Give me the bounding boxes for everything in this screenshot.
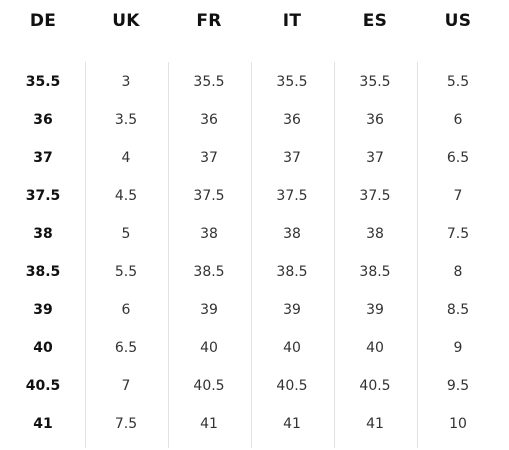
table-cell: 39	[283, 302, 301, 318]
table-cell: 37.5	[276, 188, 308, 204]
table-cell: 41	[366, 416, 384, 432]
table-cell: 4	[121, 150, 131, 166]
table-cell: 38.5	[193, 264, 225, 280]
table-cell: 36	[283, 112, 301, 128]
column-it: IT 35.5 36 37 37.5 38 38.5 39 40 40.5 41	[252, 0, 332, 450]
table-cell: 40	[33, 340, 53, 356]
column-header: UK	[112, 11, 140, 31]
table-cell: 7	[453, 188, 463, 204]
column-divider	[85, 62, 86, 448]
column-divider	[168, 62, 169, 448]
table-cell: 6	[121, 302, 131, 318]
table-cell: 38	[366, 226, 384, 242]
table-cell: 38.5	[359, 264, 391, 280]
table-cell: 38.5	[25, 264, 61, 280]
column-header: IT	[282, 11, 302, 31]
table-cell: 38	[200, 226, 218, 242]
column-de: DE 35.5 36 37 37.5 38 38.5 39 40 40.5 41	[3, 0, 83, 450]
table-cell: 10	[449, 416, 467, 432]
table-cell: 40.5	[276, 378, 308, 394]
table-cell: 36	[200, 112, 218, 128]
table-cell: 39	[33, 302, 53, 318]
table-cell: 41	[200, 416, 218, 432]
table-cell: 38	[33, 226, 53, 242]
table-cell: 35.5	[359, 74, 391, 90]
table-cell: 35.5	[25, 74, 61, 90]
table-cell: 3.5	[114, 112, 138, 128]
table-cell: 37	[33, 150, 53, 166]
table-cell: 35.5	[193, 74, 225, 90]
column-header: FR	[196, 11, 222, 31]
table-cell: 39	[366, 302, 384, 318]
column-us: US 5.5 6 6.5 7 7.5 8 8.5 9 9.5 10	[418, 0, 498, 450]
table-cell: 37	[283, 150, 301, 166]
table-cell: 40.5	[25, 378, 61, 394]
column-divider	[334, 62, 335, 448]
table-cell: 40.5	[193, 378, 225, 394]
table-cell: 7.5	[114, 416, 138, 432]
table-cell: 7.5	[446, 226, 470, 242]
table-cell: 35.5	[276, 74, 308, 90]
column-divider	[251, 62, 252, 448]
table-cell: 9.5	[446, 378, 470, 394]
table-cell: 6.5	[446, 150, 470, 166]
table-cell: 7	[121, 378, 131, 394]
table-cell: 5	[121, 226, 131, 242]
column-fr: FR 35.5 36 37 37.5 38 38.5 39 40 40.5 41	[169, 0, 249, 450]
table-cell: 4.5	[114, 188, 138, 204]
table-cell: 6	[453, 112, 463, 128]
table-cell: 3	[121, 74, 131, 90]
column-header: ES	[362, 11, 388, 31]
table-cell: 40	[366, 340, 384, 356]
table-cell: 40	[200, 340, 218, 356]
table-cell: 9	[453, 340, 463, 356]
table-cell: 5.5	[114, 264, 138, 280]
table-cell: 41	[283, 416, 301, 432]
table-cell: 37.5	[25, 188, 61, 204]
table-cell: 8	[453, 264, 463, 280]
column-divider	[417, 62, 418, 448]
table-cell: 5.5	[446, 74, 470, 90]
table-cell: 40.5	[359, 378, 391, 394]
column-uk: UK 3 3.5 4 4.5 5 5.5 6 6.5 7 7.5	[86, 0, 166, 450]
table-cell: 6.5	[114, 340, 138, 356]
column-header: US	[444, 11, 472, 31]
table-cell: 37.5	[359, 188, 391, 204]
table-cell: 38	[283, 226, 301, 242]
column-es: ES 35.5 36 37 37.5 38 38.5 39 40 40.5 41	[335, 0, 415, 450]
table-cell: 36	[33, 112, 53, 128]
table-cell: 37.5	[193, 188, 225, 204]
table-cell: 40	[283, 340, 301, 356]
table-cell: 8.5	[446, 302, 470, 318]
table-cell: 36	[366, 112, 384, 128]
table-cell: 37	[366, 150, 384, 166]
table-cell: 39	[200, 302, 218, 318]
column-header: DE	[29, 11, 57, 31]
table-cell: 37	[200, 150, 218, 166]
table-cell: 38.5	[276, 264, 308, 280]
table-cell: 41	[33, 416, 53, 432]
